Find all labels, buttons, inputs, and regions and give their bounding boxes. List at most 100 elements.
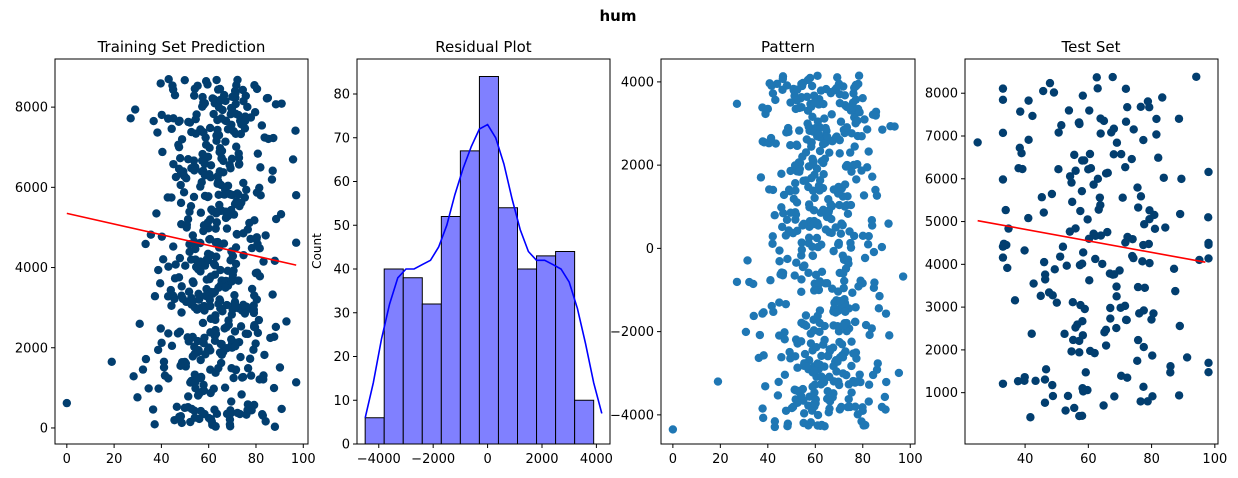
scatter-point — [1169, 264, 1179, 273]
scatter-point — [198, 102, 207, 111]
scatter-point — [211, 325, 220, 335]
scatter-point — [195, 303, 205, 313]
scatter-point — [227, 104, 237, 113]
scatter-point — [833, 240, 843, 249]
scatter-point — [214, 190, 223, 200]
y-tick-label: 4000 — [621, 75, 654, 90]
scatter-point — [840, 180, 850, 189]
scatter-point — [190, 84, 200, 93]
scatter-point — [218, 307, 227, 316]
scatter-point — [1175, 321, 1185, 331]
scatter-point — [1204, 167, 1213, 177]
scatter-point — [755, 330, 765, 340]
scatter-point — [1071, 224, 1080, 233]
scatter-point — [230, 290, 239, 300]
scatter-point — [837, 402, 846, 412]
scatter-point — [1174, 391, 1184, 400]
scatter-point — [210, 261, 220, 270]
scatter-point — [235, 409, 245, 419]
scatter-point — [271, 214, 281, 224]
scatter-point — [786, 98, 795, 107]
scatter-point — [176, 180, 185, 190]
scatter-point — [804, 233, 814, 242]
scatter-point — [867, 215, 877, 225]
y-tick-label: 4000 — [925, 258, 958, 273]
scatter-point — [1148, 351, 1157, 360]
scatter-point — [207, 205, 216, 214]
scatter-point — [175, 116, 184, 125]
x-tick-label: 80 — [855, 452, 872, 467]
scatter-point — [1079, 156, 1089, 165]
scatter-point — [861, 420, 870, 430]
scatter-point — [167, 301, 176, 310]
scatter-point — [810, 286, 819, 295]
scatter-point — [813, 311, 822, 321]
scatter-point — [170, 294, 179, 304]
scatter-point — [807, 81, 817, 91]
scatter-point — [216, 265, 225, 275]
scatter-point — [804, 122, 813, 132]
scatter-point — [756, 173, 766, 182]
panel-training-set-prediction: Training Set Prediction 0 20 40 60 80 100 0 200… — [15, 38, 316, 467]
scatter-point — [791, 215, 800, 224]
scatter-point — [215, 167, 224, 176]
scatter-point — [732, 277, 742, 287]
fit-line — [66, 212, 297, 266]
scatter-point — [808, 112, 817, 122]
scatter-point — [1067, 197, 1077, 207]
scatter-point — [164, 262, 173, 271]
y-tick-label: 60 — [333, 175, 350, 190]
scatter-point — [874, 304, 884, 313]
scatter-point — [873, 359, 882, 368]
scatter-point — [1136, 192, 1146, 201]
scatter-point — [860, 115, 869, 124]
scatter-point — [812, 164, 822, 173]
y-tick-label: 3000 — [925, 301, 958, 316]
scatter-point — [129, 372, 138, 381]
scatter-point — [838, 321, 848, 330]
scatter-point — [225, 422, 235, 431]
scatter-point — [213, 237, 222, 247]
scatter-point — [761, 382, 770, 391]
scatter-point — [130, 105, 140, 114]
scatter-point — [175, 253, 185, 263]
scatter-point — [191, 114, 200, 124]
scatter-point — [811, 395, 820, 404]
scatter-point — [188, 296, 197, 306]
scatter-point — [270, 422, 280, 431]
scatter-point — [894, 368, 904, 378]
scatter-point — [1101, 169, 1111, 178]
scatter-point — [770, 417, 780, 426]
scatter-point — [1106, 303, 1115, 313]
scatter-point — [877, 402, 887, 412]
scatter-point — [868, 110, 878, 119]
scatter-point — [164, 374, 173, 383]
scatter-point — [790, 271, 799, 280]
scatter-point — [1083, 215, 1092, 224]
scatter-point — [810, 193, 819, 203]
scatter-point — [1048, 291, 1057, 300]
scatter-point — [234, 149, 243, 158]
scatter-point — [1109, 124, 1119, 133]
scatter-point — [190, 350, 199, 359]
scatter-point — [768, 89, 778, 98]
scatter-point — [766, 276, 775, 285]
scatter-point — [835, 98, 845, 108]
scatter-point — [179, 167, 188, 176]
x-tick-label: −2000 — [411, 452, 455, 467]
scatter-point — [998, 379, 1008, 388]
histogram-bar — [402, 277, 423, 445]
scatter-point — [226, 164, 235, 173]
scatter-point — [150, 292, 160, 301]
scatter-point — [157, 110, 166, 120]
scatter-point — [196, 208, 206, 217]
scatter-point — [1154, 153, 1163, 162]
scatter-point — [827, 110, 836, 119]
scatter-point — [277, 99, 286, 108]
scatter-point — [782, 215, 792, 224]
scatter-point — [765, 79, 774, 88]
scatter-point — [855, 370, 864, 379]
panel-pattern: Pattern 0 20 40 60 80 100 −4000 −2000 0 2000 4000 — [610, 38, 923, 467]
scatter-point — [847, 167, 856, 176]
scatter-point — [291, 378, 301, 387]
